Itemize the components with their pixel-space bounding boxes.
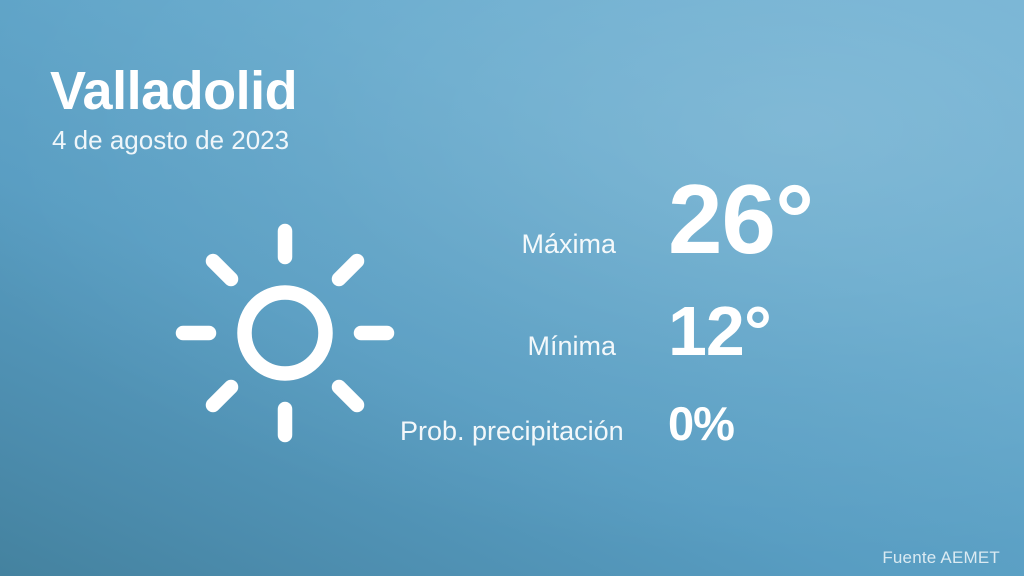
minima-value: 12°: [668, 292, 772, 370]
precipitacion-label: Prob. precipitación: [400, 416, 624, 446]
city-name: Valladolid: [50, 61, 298, 121]
maxima-value: 26°: [668, 164, 814, 274]
card-header: Valladolid 4 de agosto de 2023: [50, 61, 298, 156]
minima-label: Mínima: [527, 331, 616, 361]
forecast-date: 4 de agosto de 2023: [52, 125, 290, 156]
reading-row-maxima: Máxima 26°: [400, 170, 1000, 288]
maxima-label: Máxima: [521, 229, 616, 259]
reading-row-precipitacion: Prob. precipitación 0%: [400, 400, 1000, 460]
sun-icon: [175, 223, 395, 443]
precipitacion-value: 0%: [668, 397, 735, 450]
readings-list: Máxima 26° Mínima 12° Prob. precipitació…: [400, 170, 1000, 468]
source-attribution: Fuente AEMET: [882, 548, 1000, 567]
reading-row-minima: Mínima 12°: [400, 296, 1000, 392]
weather-condition-icon: [175, 223, 395, 443]
